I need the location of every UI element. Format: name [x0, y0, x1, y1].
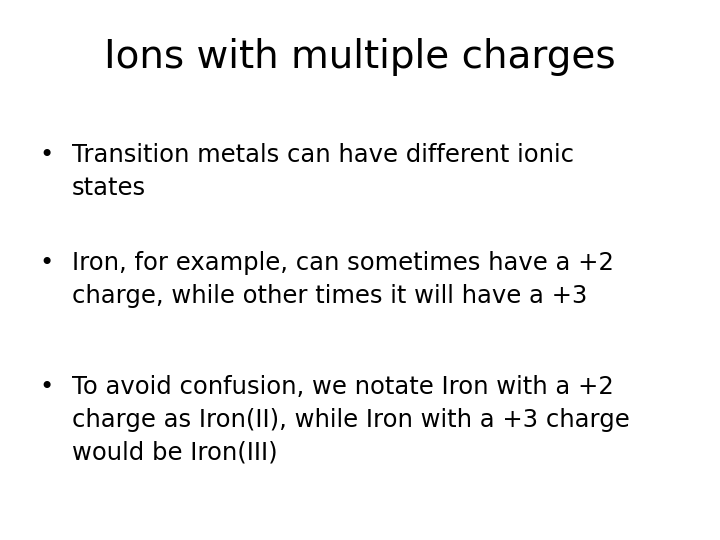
Text: Iron, for example, can sometimes have a +2
charge, while other times it will hav: Iron, for example, can sometimes have a … [72, 251, 614, 308]
Text: •: • [40, 375, 54, 399]
Text: •: • [40, 143, 54, 167]
Text: Ions with multiple charges: Ions with multiple charges [104, 38, 616, 76]
Text: To avoid confusion, we notate Iron with a +2
charge as Iron(II), while Iron with: To avoid confusion, we notate Iron with … [72, 375, 630, 464]
Text: Transition metals can have different ionic
states: Transition metals can have different ion… [72, 143, 574, 200]
Text: •: • [40, 251, 54, 275]
